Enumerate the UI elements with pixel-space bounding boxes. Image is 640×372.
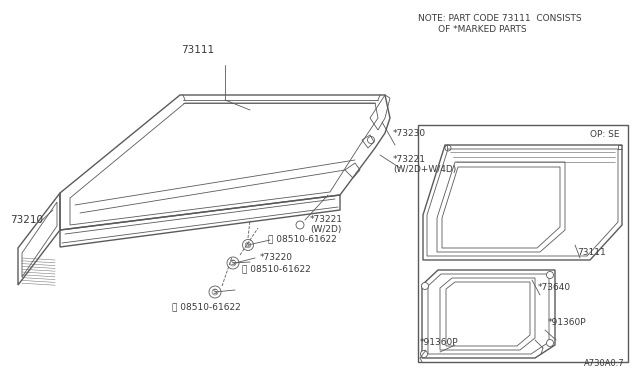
Text: S: S [213, 289, 217, 295]
Text: 73111: 73111 [181, 45, 214, 55]
Circle shape [420, 350, 428, 357]
Text: 73210: 73210 [10, 215, 43, 225]
Text: *91360P: *91360P [548, 318, 587, 327]
Text: S: S [246, 243, 250, 247]
Text: ⓢ 08510-61622: ⓢ 08510-61622 [268, 234, 337, 243]
Text: (W/2D+W/4D): (W/2D+W/4D) [393, 165, 456, 174]
Text: A730A0.7: A730A0.7 [584, 359, 625, 368]
Text: 73111: 73111 [577, 248, 605, 257]
Text: OP: SE: OP: SE [591, 130, 620, 139]
Text: *73221: *73221 [310, 215, 343, 224]
Circle shape [422, 282, 429, 289]
Text: NOTE: PART CODE 73111  CONSISTS: NOTE: PART CODE 73111 CONSISTS [418, 14, 582, 23]
Text: ⓢ 08510-61622: ⓢ 08510-61622 [172, 302, 241, 311]
Text: *73221: *73221 [393, 155, 426, 164]
Text: *73230: *73230 [393, 128, 426, 138]
Text: *91360P: *91360P [420, 338, 459, 347]
Text: (W/2D): (W/2D) [310, 225, 341, 234]
Text: OF *MARKED PARTS: OF *MARKED PARTS [418, 25, 527, 34]
Circle shape [547, 340, 554, 346]
Text: S: S [231, 260, 235, 266]
Text: ⓢ 08510-61622: ⓢ 08510-61622 [242, 264, 311, 273]
Text: *73640: *73640 [538, 283, 571, 292]
Circle shape [547, 272, 554, 279]
Bar [418, 125, 628, 362]
Text: *73220: *73220 [260, 253, 293, 262]
